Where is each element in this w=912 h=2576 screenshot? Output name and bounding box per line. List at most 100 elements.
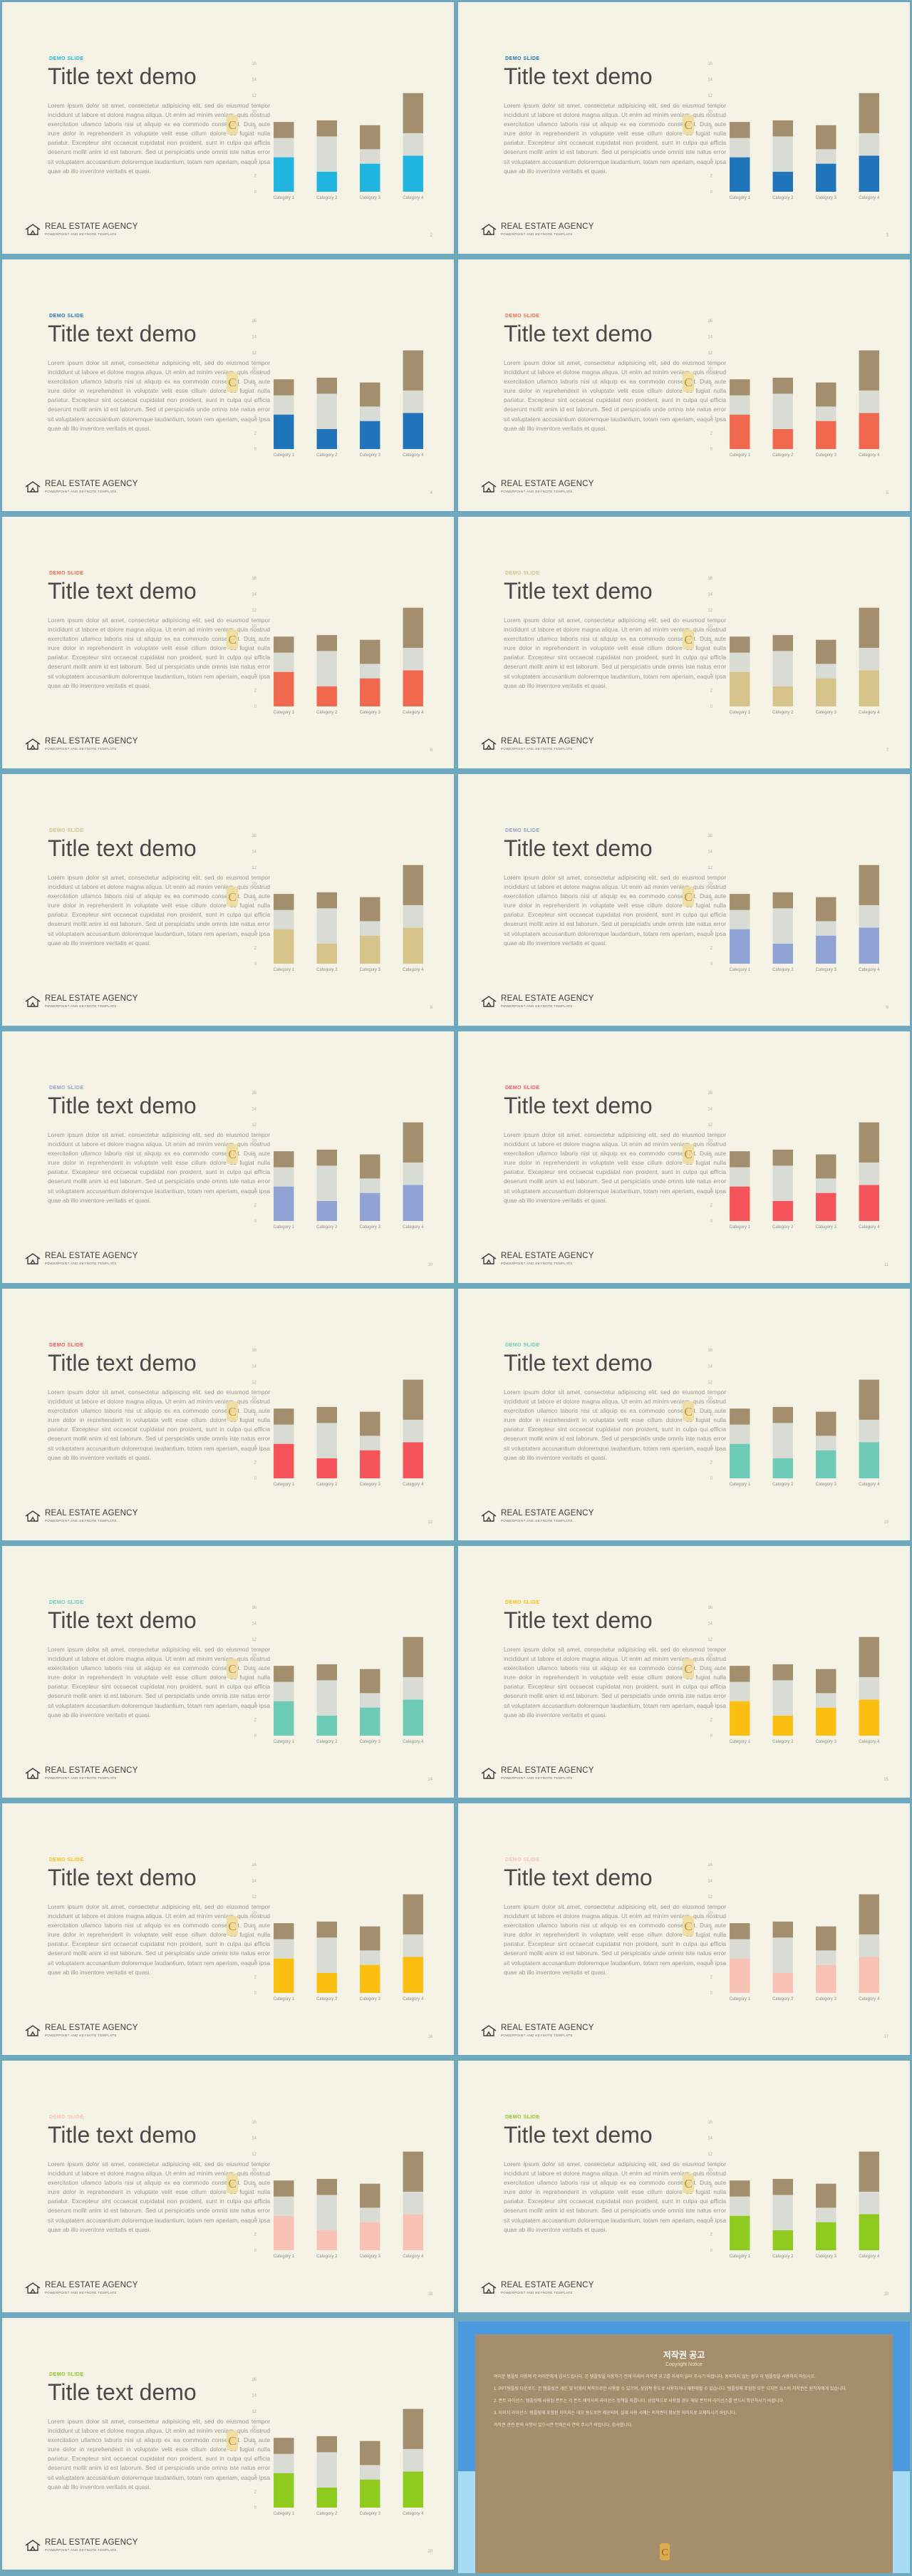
bar-segment	[360, 163, 380, 192]
bar-segment	[360, 1950, 380, 1965]
bar-segment	[403, 2448, 423, 2472]
y-tick-label: 10	[252, 368, 256, 372]
watermark-icon: C	[683, 372, 694, 392]
y-tick-label: 2	[254, 175, 257, 179]
bar-segment	[274, 414, 294, 449]
house-logo-icon	[25, 1510, 41, 1522]
y-tick-label: 16	[252, 62, 256, 66]
y-tick-label: 4	[710, 930, 713, 934]
y-tick-label: 4	[710, 1445, 713, 1449]
slide[interactable]: DEMO SLIDE Title text demo Lorem ipsum dol…	[2, 1031, 454, 1283]
slide-tagline: DEMO SLIDE	[505, 2115, 540, 2120]
bar-segment	[274, 2438, 294, 2454]
bar-segment	[316, 2487, 337, 2508]
bar-segment	[316, 1680, 337, 1716]
x-tick-label: Category 3	[360, 196, 381, 200]
x-tick-label: Category 4	[403, 1740, 424, 1744]
brand-subtitle: POWERPOINT AND KEYNOTE TEMPLATE	[45, 2548, 117, 2552]
svg-text:C: C	[228, 2434, 236, 2448]
bar-segment	[360, 1926, 380, 1951]
y-tick-label: 6	[710, 1686, 713, 1691]
y-tick-label: 4	[710, 1959, 713, 1964]
y-tick-label: 4	[254, 930, 257, 934]
slide[interactable]: DEMO SLIDE Title text demo Lorem ipsum dol…	[2, 2318, 454, 2570]
slide-title: Title text demo	[48, 835, 197, 861]
y-tick-label: 12	[708, 1895, 712, 1900]
stacked-bar-chart: 0 2 4 6 8 10 12 14 16 Category 1 Category 2 Categor…	[252, 1606, 424, 1744]
bar-segment	[403, 2214, 423, 2250]
x-tick-label: Category 2	[316, 1225, 338, 1230]
slide[interactable]: DEMO SLIDE Title text demo Lorem ipsum dol…	[458, 1803, 910, 2055]
house-logo-icon	[25, 1253, 41, 1264]
y-tick-label: 2	[710, 2233, 713, 2237]
y-tick-label: 8	[710, 1413, 713, 1417]
brand-name: REAL ESTATE AGENCY	[45, 1252, 138, 1260]
house-logo-icon	[481, 1253, 497, 1264]
page-number: 4	[430, 491, 432, 495]
slide[interactable]: DEMO SLIDE Title text demo Lorem ipsum dol…	[2, 1289, 454, 1540]
bar-segment	[316, 2230, 337, 2250]
page-number: 3	[886, 234, 888, 238]
bar-segment	[816, 149, 836, 164]
bar-segment	[316, 2178, 337, 2195]
bar-segment	[730, 1701, 750, 1736]
bar-segment	[772, 120, 793, 137]
x-tick-label: Category 4	[859, 968, 880, 972]
slide[interactable]: DEMO SLIDE Title text demo Lorem ipsum dol…	[458, 2061, 910, 2312]
bar-segment	[772, 1680, 793, 1716]
slide[interactable]: DEMO SLIDE Title text demo Lorem ipsum dol…	[458, 1289, 910, 1540]
slide[interactable]: DEMO SLIDE Title text demo Lorem ipsum dol…	[458, 774, 910, 1026]
bar-segment	[403, 1185, 423, 1221]
bar-segment	[360, 421, 380, 449]
slide[interactable]: DEMO SLIDE Title text demo Lorem ipsum dol…	[2, 1803, 454, 2055]
slide[interactable]: DEMO SLIDE Title text demo Lorem ipsum dol…	[458, 259, 910, 511]
y-tick-label: 0	[710, 2249, 713, 2253]
watermark-icon: C	[227, 115, 238, 135]
watermark-icon: C	[227, 887, 238, 907]
bar-segment	[403, 647, 423, 671]
slide[interactable]: DEMO SLIDE Title text demo Lorem ipsum dol…	[2, 1546, 454, 1798]
svg-text:C: C	[228, 1405, 236, 1418]
bar-segment	[403, 2191, 423, 2215]
x-tick-label: Category 4	[403, 2255, 424, 2259]
bar-segment	[274, 894, 294, 910]
bar-segment	[772, 1972, 793, 1993]
house-logo-icon	[25, 738, 41, 750]
slide[interactable]: DEMO SLIDE Title text demo Lorem ipsum dol…	[458, 1031, 910, 1283]
watermark-icon: C	[683, 115, 694, 135]
slide[interactable]: DEMO SLIDE Title text demo Lorem ipsum dol…	[2, 2, 454, 254]
bar-segment	[360, 1411, 380, 1436]
brand-name: REAL ESTATE AGENCY	[501, 480, 594, 488]
slide-body-text: Lorem ipsum dolor sit amet, consectetur …	[504, 2160, 726, 2233]
stacked-bar-chart: 0 2 4 6 8 10 12 14 16 Category 1 Category 2 Categor…	[708, 1349, 880, 1487]
bar-segment	[816, 678, 836, 706]
copyright-paragraph: 1. PPT템플릿 다운로드: 본 템플릿은 개인 및 비영리 목적으로만 사용…	[494, 2387, 847, 2391]
slide[interactable]: DEMO SLIDE Title text demo Lorem ipsum dol…	[2, 2061, 454, 2312]
bar-segment	[403, 2471, 423, 2508]
y-tick-label: 14	[708, 850, 712, 855]
y-tick-label: 12	[252, 609, 256, 613]
slide[interactable]: DEMO SLIDE Title text demo Lorem ipsum dol…	[2, 517, 454, 768]
y-tick-label: 16	[708, 1606, 712, 1610]
x-tick-label: Category 4	[859, 1997, 880, 2001]
slide[interactable]: DEMO SLIDE Title text demo Lorem ipsum dol…	[2, 774, 454, 1026]
bar-segment	[772, 634, 793, 651]
y-tick-label: 4	[710, 673, 713, 677]
slide[interactable]: DEMO SLIDE Title text demo Lorem ipsum dol…	[458, 2, 910, 254]
slide[interactable]: DEMO SLIDE Title text demo Lorem ipsum dol…	[458, 517, 910, 768]
watermark-icon: C	[683, 1659, 694, 1679]
y-tick-label: 4	[710, 2217, 713, 2221]
brand-name: REAL ESTATE AGENCY	[45, 737, 138, 746]
x-tick-label: Category 4	[403, 711, 424, 715]
bar-segment	[360, 639, 380, 664]
x-tick-label: Category 3	[360, 1997, 381, 2001]
bar-segment	[274, 1443, 294, 1478]
bar-segment	[859, 1676, 879, 1700]
copyright-slide[interactable]: 저작권 공고 Copyright Notice 여러분 템플릿 이용에 각 여러…	[458, 2322, 910, 2573]
bar-segment	[403, 413, 423, 449]
slide[interactable]: DEMO SLIDE Title text demo Lorem ipsum dol…	[2, 259, 454, 511]
house-logo-icon	[25, 996, 41, 1007]
y-tick-label: 0	[254, 448, 257, 452]
slide[interactable]: DEMO SLIDE Title text demo Lorem ipsum dol…	[458, 1546, 910, 1798]
slide-body-text: Lorem ipsum dolor sit amet, consectetur …	[48, 1903, 270, 1976]
